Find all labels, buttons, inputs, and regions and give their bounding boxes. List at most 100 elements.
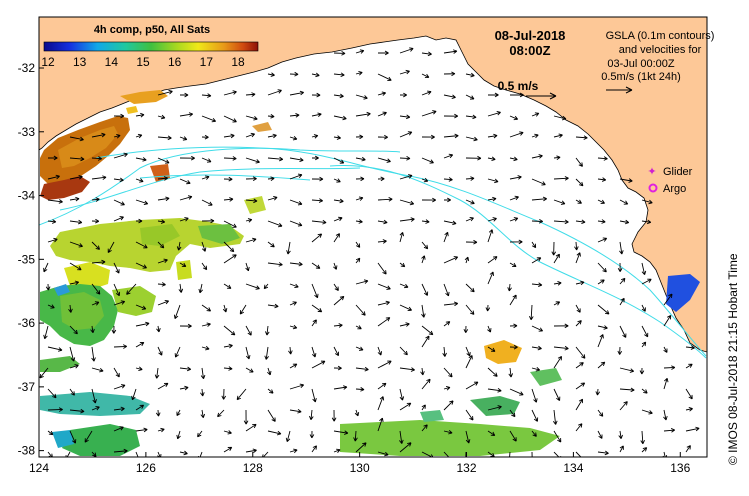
velocity-arrow bbox=[487, 271, 494, 285]
velocity-arrow bbox=[157, 258, 168, 264]
velocity-arrow bbox=[355, 219, 363, 224]
velocity-arrow bbox=[289, 448, 298, 454]
velocity-arrow bbox=[131, 388, 137, 401]
velocity-arrow bbox=[443, 94, 456, 100]
velocity-arrow bbox=[575, 199, 582, 204]
velocity-arrow bbox=[531, 345, 542, 351]
velocity-arrow bbox=[65, 451, 71, 457]
velocity-arrow bbox=[43, 325, 49, 340]
velocity-arrow bbox=[355, 346, 364, 351]
velocity-arrow bbox=[377, 382, 387, 390]
velocity-arrow bbox=[47, 237, 58, 243]
velocity-arrow bbox=[113, 216, 124, 222]
velocity-arrow bbox=[245, 325, 252, 336]
velocity-arrow bbox=[68, 304, 73, 313]
velocity-arrow bbox=[443, 283, 450, 297]
velocity-arrow bbox=[597, 450, 609, 456]
velocity-arrow bbox=[531, 241, 537, 249]
x-tick-label: 128 bbox=[243, 461, 263, 475]
glider-label: Glider bbox=[663, 166, 693, 178]
velocity-arrow bbox=[597, 361, 606, 369]
velocity-arrow bbox=[267, 388, 274, 394]
velocity-arrow bbox=[377, 317, 391, 327]
velocity-arrow bbox=[553, 253, 560, 264]
velocity-arrow bbox=[421, 255, 426, 264]
velocity-arrow bbox=[465, 381, 479, 390]
velocity-arrow bbox=[531, 451, 533, 457]
velocity-arrow bbox=[84, 430, 93, 443]
velocity-arrow bbox=[157, 382, 169, 390]
velocity-arrow bbox=[245, 448, 257, 454]
velocity-arrow bbox=[399, 92, 408, 98]
velocity-arrow bbox=[641, 199, 653, 205]
velocity-arrow bbox=[91, 301, 100, 306]
velocity-arrow bbox=[377, 50, 389, 56]
velocity-arrow bbox=[91, 197, 100, 202]
y-tick-label: -37 bbox=[18, 380, 36, 394]
colorbar-tick-label: 13 bbox=[73, 55, 87, 69]
velocity-arrow bbox=[619, 178, 633, 183]
velocity-arrow bbox=[421, 424, 428, 432]
velocity-arrow bbox=[43, 262, 49, 273]
velocity-arrow bbox=[176, 430, 181, 440]
velocity-arrow bbox=[663, 409, 668, 421]
velocity-arrow bbox=[663, 365, 676, 370]
velocity-arrow bbox=[443, 197, 451, 203]
velocity-arrow bbox=[553, 133, 563, 138]
velocity-arrow bbox=[641, 409, 653, 415]
velocity-arrow bbox=[201, 345, 210, 351]
velocity-arrow bbox=[289, 173, 303, 180]
velocity-arrow bbox=[267, 156, 284, 162]
velocity-arrow bbox=[47, 155, 58, 161]
velocity-arrow bbox=[333, 115, 347, 121]
velocity-arrow bbox=[91, 218, 100, 224]
velocity-arrow bbox=[91, 406, 100, 411]
velocity-arrow bbox=[465, 155, 482, 161]
velocity-arrow bbox=[509, 92, 524, 98]
velocity-arrow bbox=[443, 367, 453, 378]
legend-arrow-head bbox=[625, 86, 633, 94]
velocity-arrow bbox=[245, 237, 257, 243]
sst-patches bbox=[40, 90, 700, 456]
velocity-arrow bbox=[179, 178, 191, 185]
x-tick-label: 130 bbox=[350, 461, 370, 475]
velocity-arrow bbox=[113, 177, 124, 183]
velocity-arrow bbox=[245, 132, 256, 138]
velocity-arrow bbox=[200, 388, 205, 397]
velocity-arrow bbox=[509, 195, 519, 201]
velocity-arrow bbox=[289, 113, 300, 118]
velocity-arrow bbox=[333, 72, 345, 78]
velocity-arrow bbox=[311, 219, 327, 225]
velocity-arrow bbox=[575, 423, 583, 432]
legend-line-1: GSLA (0.1m contours) bbox=[606, 30, 715, 42]
velocity-arrow bbox=[663, 428, 676, 433]
velocity-arrow bbox=[421, 335, 430, 348]
velocity-arrow bbox=[443, 231, 449, 243]
velocity-arrow bbox=[531, 112, 540, 117]
velocity-arrow bbox=[69, 408, 85, 414]
velocity-arrow bbox=[289, 71, 299, 77]
velocity-arrow bbox=[331, 409, 337, 422]
velocity-arrow bbox=[509, 115, 519, 121]
velocity-arrow bbox=[69, 174, 83, 180]
x-tick-label: 136 bbox=[670, 461, 690, 475]
velocity-arrow bbox=[597, 279, 605, 285]
velocity-arrow bbox=[641, 388, 648, 394]
velocity-arrow bbox=[157, 427, 165, 433]
velocity-arrow bbox=[553, 301, 561, 306]
velocity-arrow bbox=[485, 304, 491, 312]
velocity-arrow bbox=[267, 196, 278, 201]
velocity-arrow bbox=[113, 113, 125, 119]
velocity-arrow bbox=[399, 402, 412, 411]
velocity-arrow bbox=[553, 430, 562, 443]
velocity-arrow bbox=[157, 157, 170, 164]
velocity-arrow bbox=[176, 241, 182, 251]
velocity-arrow bbox=[267, 220, 283, 228]
velocity-arrow bbox=[179, 450, 188, 456]
velocity-arrow bbox=[377, 197, 393, 202]
velocity-arrow bbox=[399, 430, 404, 444]
velocity-arrow bbox=[465, 346, 471, 357]
velocity-arrow bbox=[420, 367, 425, 376]
velocity-arrow bbox=[553, 176, 569, 181]
velocity-arrow bbox=[377, 219, 388, 225]
